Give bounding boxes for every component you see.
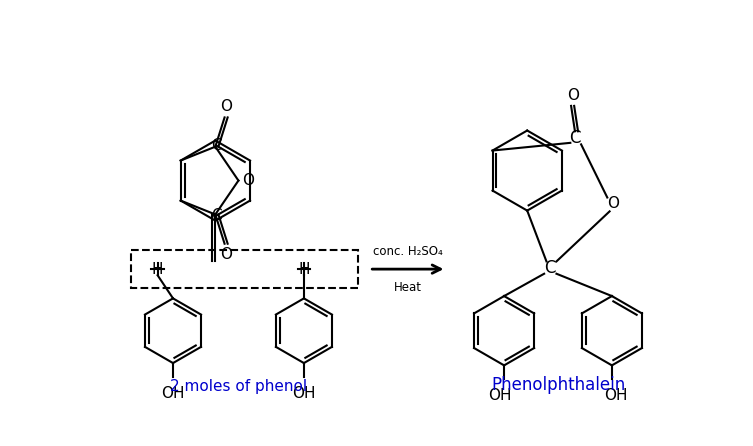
- Text: C: C: [212, 138, 222, 153]
- Text: OH: OH: [292, 386, 316, 401]
- Bar: [131, 250, 358, 289]
- Text: C: C: [569, 129, 581, 147]
- Text: H: H: [152, 262, 163, 277]
- Text: O: O: [220, 247, 232, 262]
- Text: Heat: Heat: [394, 281, 422, 293]
- Text: O: O: [608, 196, 620, 211]
- Text: OH: OH: [604, 388, 627, 404]
- Text: conc. H₂SO₄: conc. H₂SO₄: [373, 244, 443, 258]
- Text: O: O: [220, 99, 232, 114]
- Text: C: C: [544, 259, 556, 277]
- Text: H: H: [298, 262, 309, 277]
- Text: C: C: [212, 208, 222, 223]
- Text: O: O: [242, 173, 254, 188]
- Text: O: O: [567, 87, 578, 103]
- Text: OH: OH: [161, 386, 184, 401]
- Text: Phenolphthalein: Phenolphthalein: [491, 376, 625, 394]
- Text: OH: OH: [489, 388, 512, 404]
- Text: 2 moles of phenol: 2 moles of phenol: [170, 380, 307, 394]
